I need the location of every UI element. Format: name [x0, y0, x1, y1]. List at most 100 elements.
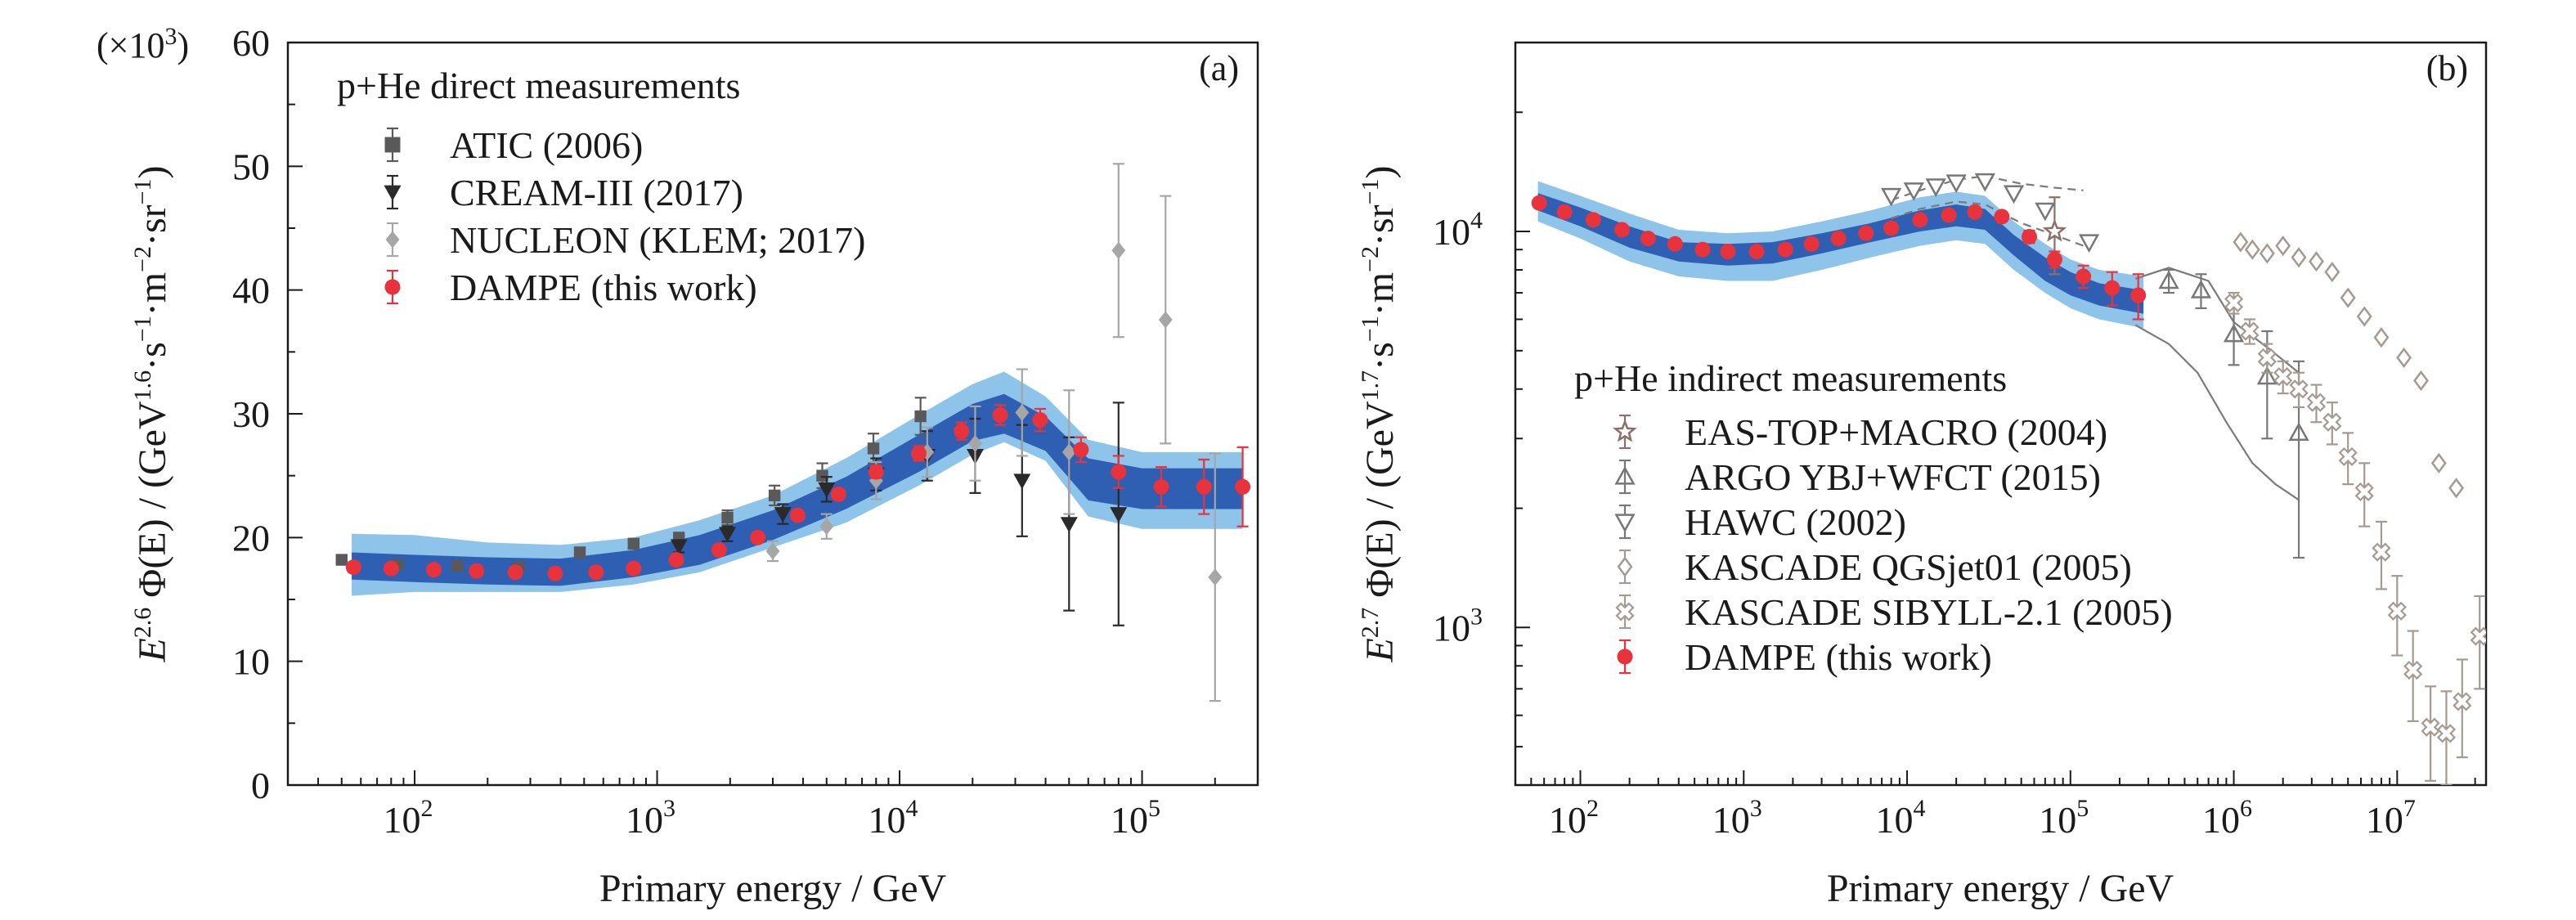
y-axis-label-a: E2.6 Φ(E) / (GeV1.6·s−1·m−2·sr−1): [129, 165, 174, 662]
x-tick-label: 105: [1111, 795, 1160, 841]
data-point: [2387, 601, 2407, 621]
x-tick-label: 103: [626, 795, 675, 841]
data-point: [627, 537, 640, 550]
legend-label: ATIC (2006): [450, 124, 643, 166]
data-point: [2003, 185, 2025, 204]
legend-label: KASCADE QGSjet01 (2005): [1685, 546, 2132, 588]
data-point: [2396, 347, 2412, 368]
data-point: [911, 445, 927, 461]
data-point: [719, 527, 737, 543]
data-point: [2233, 231, 2249, 253]
chart-panel-b: 102 103 104 105 106 107 103 104 (b) Primary ene…: [1357, 41, 2488, 910]
data-point: [868, 464, 884, 480]
legend-marker: [1614, 514, 1636, 533]
data-point: [1531, 195, 1547, 211]
data-point: [2257, 348, 2277, 367]
data-point: [1748, 244, 1765, 260]
legend-item: KASCADE QGSjet01 (2005): [1617, 546, 2132, 588]
y-axis-label-text: E2.7 Φ(E) / (GeV1.7·s−1·m−2·sr−1): [1357, 165, 1402, 662]
data-point: [573, 546, 586, 559]
data-point: [768, 489, 781, 502]
data-point: [1967, 204, 1983, 220]
data-point: [1111, 464, 1127, 480]
data-point: [2273, 366, 2293, 387]
data-point: [1803, 236, 1820, 252]
x-tick-label: 104: [868, 795, 918, 841]
data-point: [819, 518, 834, 536]
axes-a: 102 103 104 105 0 10 20 30 40 50 60: [232, 22, 1259, 841]
data-point: [2324, 262, 2340, 283]
data-point: [1974, 173, 1995, 192]
data-point: [816, 469, 828, 482]
plot-frame-a: [286, 41, 1259, 787]
data-point: [1073, 442, 1089, 458]
data-point: [1925, 178, 1946, 197]
data-point: [2158, 270, 2179, 289]
data-point: [670, 539, 688, 555]
data-point: [2373, 327, 2390, 348]
data-point: [2104, 280, 2120, 296]
legend-item: EAS-TOP+MACRO (2004): [1613, 411, 2107, 453]
x-tick-label: 106: [2202, 795, 2252, 841]
plot-frame-b: [1514, 41, 2488, 787]
data-point: [2289, 379, 2309, 399]
series-kascade-sibyll-2-1-2005: [2224, 291, 2486, 785]
x-tick-label: 104: [1876, 795, 1926, 841]
data-point: [2306, 393, 2327, 412]
series-nucleon-klem-2017: [765, 163, 1223, 702]
band-inner-b: [1537, 193, 2144, 314]
legend-label: DAMPE (this work): [450, 267, 757, 308]
data-point: [1585, 212, 1601, 228]
data-point: [1015, 403, 1030, 421]
legend-label: KASCADE SIBYLL-2.1 (2005): [1685, 591, 2173, 633]
legend-label: CREAM-III (2017): [450, 172, 743, 213]
data-point: [345, 559, 361, 576]
argo-band-lower-line: [2134, 324, 2300, 501]
legend-marker: [384, 279, 401, 295]
data-point: [818, 482, 836, 498]
panel-label-b: (b): [2426, 48, 2468, 88]
y-multiplier-a: (×103): [96, 23, 189, 65]
data-point: [2372, 542, 2391, 562]
legend-item: HAWC (2002): [1614, 501, 1906, 543]
data-point: [1061, 443, 1076, 461]
legend-item: ARGO YBJ+WFCT (2015): [1614, 456, 2101, 498]
data-point: [2436, 724, 2457, 743]
y-tick-label: 104: [1433, 207, 1483, 253]
data-point: [547, 565, 563, 581]
legend-item: DAMPE (this work): [1617, 636, 1992, 678]
legend-label: HAWC (2002): [1685, 501, 1906, 543]
legend-label: DAMPE (this work): [1685, 636, 1992, 678]
data-point: [1032, 412, 1048, 429]
data-point: [750, 529, 766, 545]
data-point: [789, 507, 806, 523]
data-point: [1694, 241, 1711, 258]
data-point: [1912, 212, 1928, 228]
legend-label: ARGO YBJ+WFCT (2015): [1685, 456, 2101, 498]
data-points-b: [1531, 173, 2486, 785]
y-tick-label: 40: [232, 270, 270, 312]
data-point: [2288, 422, 2309, 442]
data-point: [1235, 478, 1251, 495]
data-point: [721, 511, 734, 524]
y-tick-label: 30: [232, 393, 270, 435]
legend-title: p+He direct measurements: [337, 65, 740, 106]
legend-item: CREAM-III (2017): [384, 172, 743, 213]
axes-b: 102 103 104 105 106 107 103 104: [1433, 42, 2476, 841]
data-point: [2291, 247, 2307, 268]
x-axis-label-b: Primary energy / GeV: [1827, 867, 2174, 910]
legend-item: ATIC (2006): [384, 124, 643, 166]
legend-marker: [1613, 419, 1637, 442]
data-point: [2413, 370, 2429, 392]
data-point: [2448, 478, 2465, 499]
data-point: [867, 442, 880, 455]
data-point: [1945, 174, 1967, 194]
data-point: [1667, 236, 1683, 252]
series-dampe-this-work: [1531, 195, 2147, 321]
data-point: [2430, 452, 2447, 473]
data-point: [2259, 243, 2275, 264]
data-point: [2354, 482, 2374, 502]
data-point: [2240, 321, 2260, 341]
data-point: [1830, 231, 1847, 247]
legend-marker: [1617, 648, 1633, 665]
